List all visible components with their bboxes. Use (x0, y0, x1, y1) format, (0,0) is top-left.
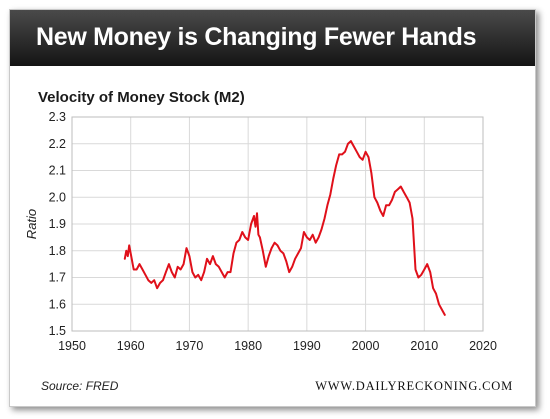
x-tick-label: 1980 (234, 339, 262, 353)
y-tick-label: 1.6 (49, 297, 66, 311)
y-tick-label: 1.8 (49, 244, 66, 258)
chart-card: New Money is Changing Fewer Hands Veloci… (9, 9, 536, 407)
x-tick-label: 2010 (410, 339, 438, 353)
y-tick-label: 1.7 (49, 271, 66, 285)
series-line-m2-velocity (123, 140, 446, 316)
website-credit: WWW.DAILYRECKONING.COM (315, 379, 513, 393)
y-tick-label: 2.2 (49, 137, 66, 151)
y-tick-label: 2.0 (49, 190, 66, 204)
plot-frame (71, 116, 484, 332)
y-tick-label: 1.5 (49, 324, 66, 338)
x-tick-label: 1950 (58, 339, 86, 353)
x-tick-label: 1990 (293, 339, 321, 353)
source-note: Source: FRED (41, 379, 119, 393)
x-tick-label: 1970 (176, 339, 204, 353)
x-tick-label: 2000 (352, 339, 380, 353)
y-tick-label: 2.3 (49, 110, 66, 124)
y-axis-label: Ratio (24, 209, 39, 239)
title-banner: New Money is Changing Fewer Hands (10, 10, 535, 66)
x-tick-label: 1960 (117, 339, 145, 353)
x-tick-label: 2020 (469, 339, 497, 353)
page-title: New Money is Changing Fewer Hands (36, 23, 477, 51)
chart-title: Velocity of Money Stock (M2) (38, 89, 245, 106)
velocity-line-chart: 1.5 1.6 1.7 1.8 1.9 2.0 2.1 2.2 2.3 1950 1960 1970 1… (24, 110, 497, 353)
y-tick-label: 1.9 (49, 217, 66, 231)
y-tick-label: 2.1 (49, 164, 66, 178)
